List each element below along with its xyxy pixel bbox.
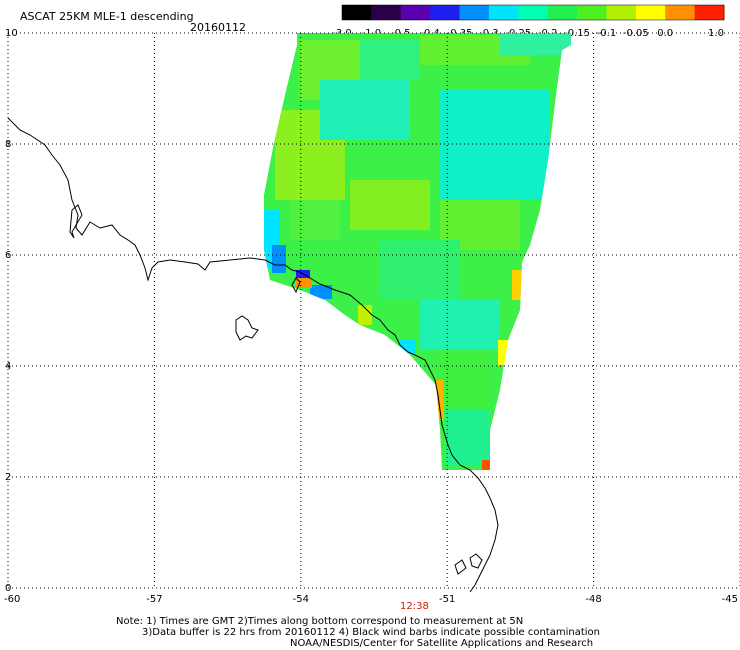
- colorbar-segment: [635, 5, 666, 20]
- time-label: 12:38: [400, 601, 429, 612]
- longitude-tick-label: -51: [439, 594, 455, 605]
- colorbar-tick-label: -0.1: [597, 28, 617, 39]
- swath-patch: [436, 380, 444, 420]
- colorbar-segment: [342, 5, 372, 20]
- longitude-tick-label: -60: [4, 594, 20, 605]
- footer-credit: NOAA/NESDIS/Center for Satellite Applica…: [290, 638, 594, 649]
- longitude-tick-label: -54: [293, 594, 309, 605]
- colorbar-tick-label: -0.15: [564, 28, 590, 39]
- data-swath: [264, 33, 571, 470]
- colorbar-segment: [400, 5, 431, 20]
- swath-patch: [500, 33, 571, 55]
- colorbar-segment: [488, 5, 519, 20]
- longitude-tick-label: -48: [585, 594, 601, 605]
- latitude-tick-label: 6: [5, 250, 11, 261]
- map-title: ASCAT 25KM MLE-1 descending: [20, 10, 194, 23]
- swath-patch: [445, 410, 490, 465]
- map-grid: [7, 32, 740, 589]
- colorbar-segment: [371, 5, 402, 20]
- longitude-tick-label: -45: [722, 594, 738, 605]
- footer-note-line2: 3)Data buffer is 22 hrs from 20160112 4)…: [142, 627, 600, 638]
- colorbar-segment: [694, 5, 725, 20]
- colorbar-segment: [606, 5, 637, 20]
- swath-patch: [290, 200, 340, 240]
- longitude-tick-label: -57: [146, 594, 162, 605]
- swath-patch: [272, 245, 286, 273]
- latitude-tick-label: 4: [5, 361, 11, 372]
- swath-patch: [512, 270, 522, 300]
- swath-patch: [360, 40, 420, 80]
- coastline: [7, 117, 499, 593]
- colorbar-segment: [665, 5, 696, 20]
- map-date: 20160112: [190, 21, 246, 34]
- swath-patch: [498, 340, 508, 365]
- colorbar-segment: [547, 5, 578, 20]
- colorbar-tick-label: -0.05: [623, 28, 649, 39]
- colorbar-tick-label: 0.0: [657, 28, 673, 39]
- swath-patch: [420, 300, 500, 350]
- longitude-labels: -60 -57 -54 -51 -48 -45: [4, 594, 738, 605]
- swath-patch: [358, 305, 372, 325]
- colorbar-segment: [518, 5, 549, 20]
- footer-note-line1: Note: 1) Times are GMT 2)Times along bot…: [116, 616, 524, 627]
- latitude-tick-label: 10: [5, 28, 18, 39]
- colorbar-segment: [430, 5, 461, 20]
- latitude-labels: 10 8 6 4 2 0: [5, 28, 18, 594]
- swath-patch: [482, 460, 492, 470]
- swath-patch: [310, 285, 332, 299]
- swath-patch: [380, 240, 460, 300]
- swath-patch: [296, 278, 312, 288]
- swath-patch: [440, 350, 490, 410]
- latitude-tick-label: 2: [5, 472, 11, 483]
- colorbar-segment: [577, 5, 607, 20]
- swath-patch: [350, 180, 430, 230]
- swath-patch: [440, 90, 550, 200]
- latitude-tick-label: 8: [5, 139, 11, 150]
- swath-patch: [320, 80, 410, 140]
- latitude-tick-label: 0: [5, 583, 11, 594]
- colorbar-segment: [459, 5, 490, 20]
